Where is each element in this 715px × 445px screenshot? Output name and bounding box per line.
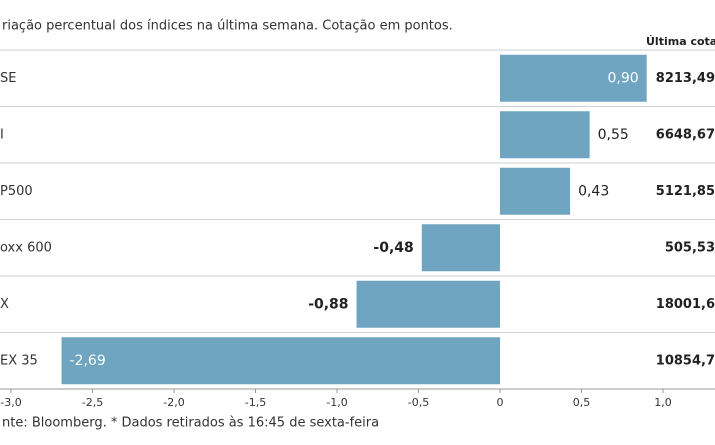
value-label: -0,48 (373, 240, 413, 256)
bar (500, 54, 647, 102)
category-label: I (0, 127, 4, 142)
quote: 505,53 (665, 240, 715, 255)
bar (500, 111, 590, 159)
quote: 8213,49 (656, 71, 715, 86)
category-label: X (0, 297, 9, 312)
category-label: EX 35 (0, 353, 38, 368)
bar (61, 337, 500, 385)
x-tick-label: -2,5 (82, 396, 103, 409)
x-tick-label: 1,0 (654, 396, 672, 409)
category-label: oxx 600 (0, 240, 52, 255)
value-label: 0,90 (608, 70, 639, 86)
quote: 6648,67 (656, 127, 715, 142)
value-label: 0,43 (578, 183, 609, 199)
x-tick-label: 0 (497, 396, 504, 409)
x-tick-label: -1,0 (326, 396, 347, 409)
bar (500, 167, 571, 215)
chart-title: riação percentual dos índices na última … (2, 19, 453, 34)
x-tick-label: -2,0 (163, 396, 184, 409)
x-tick-label: -1,5 (245, 396, 266, 409)
x-tick-label: -0,5 (408, 396, 429, 409)
value-label: -2,69 (70, 353, 106, 369)
bar (421, 224, 500, 272)
source: nte: Bloomberg. * Dados retirados às 16:… (2, 416, 379, 431)
quote: 18001,6 (656, 297, 715, 312)
bar (356, 280, 500, 328)
quote: 10854,7 (656, 353, 715, 368)
category-label: P500 (0, 184, 33, 199)
x-tick-label: 0,5 (573, 396, 591, 409)
value-label: -0,88 (308, 296, 348, 312)
category-label: SE (0, 71, 16, 86)
value-label: 0,55 (598, 127, 629, 143)
quote-header: Última cotaç (646, 35, 715, 48)
x-tick-label: -3,0 (0, 396, 21, 409)
quote: 5121,85 (656, 184, 715, 199)
